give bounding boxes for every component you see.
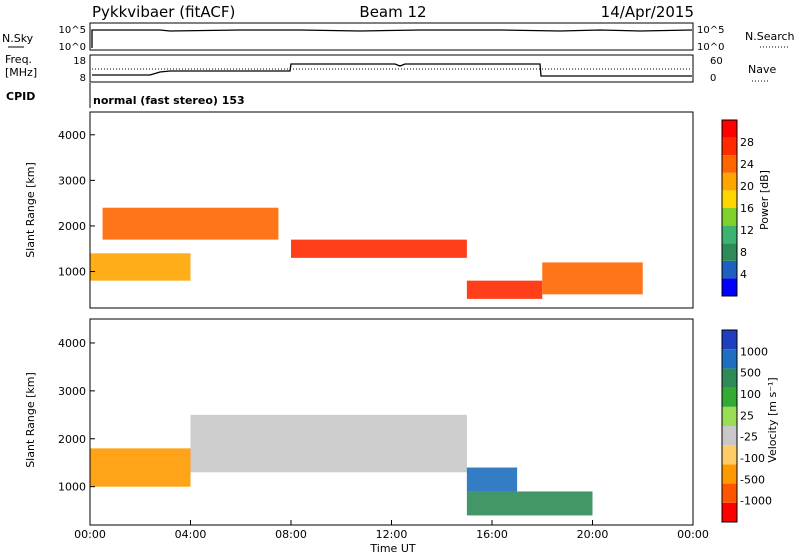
power-heatmap [90,207,643,299]
time-axis-label: Time UT [369,542,415,554]
colorbar-cell [722,155,737,173]
colorbar-cell [722,368,737,388]
colorbar-tick-label: 100 [740,388,761,401]
nsky-panel [89,22,694,51]
y-tick-label: 2000 [58,433,86,446]
nsky-trace [91,29,693,48]
station-title: Pykkvibaer (fitACF) [92,3,235,21]
velocity-y-ticks: 4000 3000 2000 1000 [58,337,95,494]
cpid-label: CPID [6,90,35,103]
nave-label: Nave [748,63,776,76]
colorbar-cell [722,464,737,484]
data-band [90,448,191,487]
nsearch-tick-top: 10^5 [697,25,724,36]
data-band [291,239,467,258]
power-panel-frame [89,111,694,309]
time-tick-label: 08:00 [275,528,307,541]
power-colorbar: 28 24 20 16 12 8 4 [721,119,754,297]
colorbar-tick-label: 500 [740,367,761,380]
colorbar-tick-label: -100 [740,452,765,465]
nsky-label: N.Sky [2,32,34,45]
data-band [466,467,518,492]
colorbar-cell [722,330,737,350]
colorbar-tick-label: 12 [740,224,754,237]
y-tick-label: 1000 [58,266,86,279]
colorbar-tick-label: -1000 [740,495,772,508]
colorbar-cell [722,445,737,465]
y-tick-label: 4000 [58,129,86,142]
colorbar-frame [721,329,738,523]
colorbar-cell [722,208,737,226]
colorbar-cell [722,426,737,446]
data-band [102,207,279,240]
freq-label-line2: [MHz] [5,66,37,79]
colorbar-cell [722,172,737,191]
colorbar-cell [722,406,737,426]
colorbar-tick-label: 24 [740,158,754,171]
colorbar-tick-label: -25 [740,431,758,444]
colorbar-cell [722,278,737,296]
freq-label-line1: Freq. [5,53,32,66]
beam-title: Beam 12 [359,3,426,21]
nave-tick-top: 60 [710,56,723,67]
power-ylabel: Slant Range [km] [24,162,37,258]
colorbar-cell [722,120,737,138]
colorbar-frame [721,119,738,297]
power-colorbar-label: Power [dB] [758,170,771,230]
data-band [190,414,467,473]
y-tick-label: 3000 [58,385,86,398]
freq-tick-bottom: 8 [80,73,86,84]
data-band [466,280,543,299]
colorbar-tick-label: 1000 [740,345,768,358]
velocity-colorbar-label: Velocity [m s⁻¹] [766,377,779,462]
colorbar-cell [722,225,737,244]
time-tick-label: 12:00 [376,528,408,541]
colorbar-tick-label: 25 [740,409,754,422]
y-tick-label: 3000 [58,174,86,187]
freq-trace [92,63,692,77]
colorbar-cell [722,190,737,208]
colorbar-tick-label: 20 [740,180,754,193]
colorbar-tick-label: 16 [740,202,754,215]
colorbar-tick-label: 8 [740,246,747,259]
data-band [90,253,191,281]
colorbar-cell [722,387,737,407]
nsky-tick-bottom: 10^0 [59,42,86,53]
colorbar-cell [722,349,737,369]
colorbar-tick-label: 28 [740,136,754,149]
nsearch-tick-bottom: 10^0 [697,42,724,53]
power-y-ticks: 4000 3000 2000 1000 [58,129,95,279]
time-tick-label: 00:00 [677,528,709,541]
colorbar-cell [722,483,737,503]
cpid-text: normal (fast stereo) 153 [93,94,245,107]
nave-tick-bottom: 0 [710,73,716,84]
time-tick-label: 16:00 [476,528,508,541]
colorbar-tick-label: 4 [740,268,747,281]
velocity-heatmap [90,414,593,516]
time-tick-label: 00:00 [74,528,106,541]
nsearch-label: N.Search [745,30,795,43]
freq-panel [89,54,694,83]
velocity-colorbar: 1000 500 100 25 -25 -100 -500 -1000 [721,329,772,523]
time-axis: 00:00 04:00 08:00 12:00 16:00 20:00 00:00 [74,520,709,541]
colorbar-cell [722,260,737,279]
colorbar-cell [722,243,737,261]
nsky-tick-top: 10^5 [59,25,86,36]
time-tick-label: 04:00 [175,528,207,541]
colorbar-tick-label: -500 [740,473,765,486]
time-tick-label: 20:00 [577,528,609,541]
freq-tick-top: 18 [73,56,86,67]
y-tick-label: 2000 [58,220,86,233]
velocity-ylabel: Slant Range [km] [24,372,37,468]
data-band [466,491,593,516]
data-band [542,262,643,295]
y-tick-label: 1000 [58,481,86,494]
date-title: 14/Apr/2015 [601,3,694,21]
y-tick-label: 4000 [58,337,86,350]
colorbar-cell [722,502,737,522]
colorbar-cell [722,137,737,156]
